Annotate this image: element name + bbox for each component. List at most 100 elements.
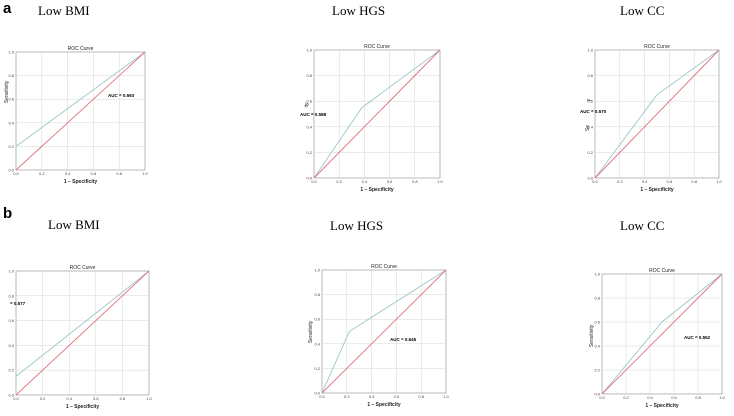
auc-annotation: = 0.577: [10, 301, 26, 306]
x-tick-label: 0.4: [369, 394, 375, 399]
y-tick-label: 1.0: [314, 268, 320, 273]
y-tick-label: 0.0: [594, 392, 600, 397]
group-title-a-bmi: Low BMI: [38, 3, 90, 18]
group-title-b-bmi: Low BMI: [48, 217, 100, 232]
roc-curve-line: [321, 269, 447, 394]
x-axis-label: 1 – Specificity: [66, 404, 100, 410]
y-tick-label: 0.2: [306, 150, 312, 155]
roc-chart-a-low-bmi: 0.0 0.2 0.4 0.6 0.8 1.0 0.0 0.2 0.4 0.6 0.8 1.0 ROC …: [4, 46, 149, 185]
y-tick-label: 1.0: [306, 48, 312, 53]
y-tick-label: 0.4: [306, 124, 312, 129]
y-tick-label: 0.6: [8, 318, 14, 323]
x-tick-label: 0.2: [336, 179, 342, 184]
x-tick-label: 0.4: [65, 171, 71, 176]
chart-title: ROC Curve: [644, 44, 670, 50]
chart-title: ROC Curve: [371, 264, 397, 270]
y-tick-label: 0.8: [8, 73, 14, 78]
y-axis-label: Sensitivity: [589, 324, 595, 347]
y-axis-label-fragment: y: [586, 98, 592, 101]
x-tick-label: 0.2: [623, 395, 629, 400]
x-axis-label: 1 – Specificity: [640, 187, 674, 193]
y-axis-label: Se: [585, 125, 591, 131]
x-tick-label: 0.4: [642, 179, 648, 184]
y-tick-label: 1.0: [594, 272, 600, 277]
y-tick-label: 0.2: [587, 150, 593, 155]
x-tick-label: 0.2: [617, 179, 623, 184]
reference-diagonal-line: [601, 273, 723, 395]
roc-curve-line: [601, 273, 723, 395]
chart-title: ROC Curve: [70, 265, 96, 271]
y-tick-label: 0.0: [306, 176, 312, 181]
reference-diagonal-line: [313, 49, 441, 179]
reference-diagonal-line: [594, 49, 720, 179]
x-tick-label: 0.0: [13, 171, 19, 176]
x-tick-label: 0.2: [40, 396, 46, 401]
y-tick-label: 0.2: [594, 368, 600, 373]
y-axis-label: ity: [304, 102, 310, 108]
group-title-b-cc: Low CC: [620, 218, 665, 233]
y-tick-label: 0.6: [587, 99, 593, 104]
y-tick-label: 0.8: [306, 73, 312, 78]
x-tick-label: 0.4: [647, 395, 653, 400]
chart-title: ROC Curve: [649, 268, 675, 274]
x-tick-label: 0.8: [412, 179, 418, 184]
y-tick-label: 0.4: [587, 124, 593, 129]
y-tick-label: 0.6: [306, 99, 312, 104]
x-tick-label: 1.0: [719, 395, 725, 400]
y-tick-label: 0.4: [8, 343, 14, 348]
x-axis-label: 1 – Specificity: [360, 187, 394, 193]
x-tick-label: 0.6: [671, 395, 677, 400]
x-axis-label: 1 – Specificity: [645, 403, 679, 409]
reference-diagonal-line: [321, 269, 447, 394]
roc-chart-b-low-bmi: 0.0 0.2 0.4 0.6 0.8 1.0 0.0 0.2 0.4 0.6 0.8 1.0 ROC …: [8, 265, 152, 410]
y-axis-label: Sensitivity: [4, 80, 10, 103]
x-tick-label: 0.6: [91, 171, 97, 176]
x-tick-label: 0.4: [66, 396, 72, 401]
x-tick-label: 1.0: [443, 394, 449, 399]
reference-diagonal-line: [15, 270, 150, 396]
y-tick-label: 1.0: [8, 50, 14, 55]
x-tick-label: 0.8: [695, 395, 701, 400]
y-tick-label: 1.0: [8, 269, 14, 274]
y-tick-label: 0.0: [8, 168, 14, 173]
x-tick-label: 0.2: [39, 171, 45, 176]
chart-title: ROC Curve: [68, 46, 94, 52]
x-tick-label: 0.0: [592, 179, 598, 184]
roc-curve-line: [15, 270, 150, 395]
group-title-a-hgs: Low HGS: [332, 3, 386, 18]
x-axis-label: 1 – Specificity: [64, 179, 98, 185]
roc-chart-a-low-hgs: 0.0 0.2 0.4 0.6 0.8 1.0 0.0 0.2 0.4 0.6 0.8 1.0 ROC …: [300, 44, 444, 193]
group-title-b-hgs: Low HGS: [330, 218, 384, 233]
y-tick-label: 0.4: [594, 344, 600, 349]
y-tick-label: 0.0: [587, 176, 593, 181]
y-tick-label: 0.8: [594, 296, 600, 301]
y-tick-label: 0.0: [8, 393, 14, 398]
x-tick-label: 0.8: [691, 179, 697, 184]
y-tick-label: 0.2: [314, 366, 320, 371]
x-tick-label: 0.6: [667, 179, 673, 184]
y-tick-label: 0.6: [594, 320, 600, 325]
panel-label-a: a: [3, 0, 12, 17]
x-tick-label: 0.6: [394, 394, 400, 399]
x-tick-label: 0.6: [93, 396, 99, 401]
x-tick-label: 0.0: [319, 394, 325, 399]
chart-title: ROC Curve: [364, 44, 390, 50]
auc-annotation: AUC = 0.645: [390, 337, 417, 342]
roc-curve-line: [594, 49, 720, 179]
y-tick-label: 0.4: [8, 120, 14, 125]
auc-annotation: AUC = 0.588: [300, 112, 327, 117]
x-tick-label: 0.0: [13, 396, 19, 401]
roc-chart-a-low-cc: 0.0 0.2 0.4 0.6 0.8 1.0 0.0 0.2 0.4 0.6 0.8 1.0 ROC …: [580, 44, 723, 193]
auc-annotation: AUC = 0.593: [108, 93, 135, 98]
x-tick-label: 1.0: [142, 171, 148, 176]
panel-label-b: b: [3, 205, 13, 222]
x-tick-label: 0.8: [120, 396, 126, 401]
y-tick-label: 1.0: [587, 48, 593, 53]
auc-annotation: AUC = 0.552: [684, 335, 711, 340]
reference-diagonal-line: [15, 51, 146, 171]
x-tick-label: 0.0: [599, 395, 605, 400]
y-tick-label: 0.8: [8, 293, 14, 298]
y-tick-label: 0.4: [314, 341, 320, 346]
x-tick-label: 0.8: [418, 394, 424, 399]
roc-curve-line: [15, 51, 146, 170]
